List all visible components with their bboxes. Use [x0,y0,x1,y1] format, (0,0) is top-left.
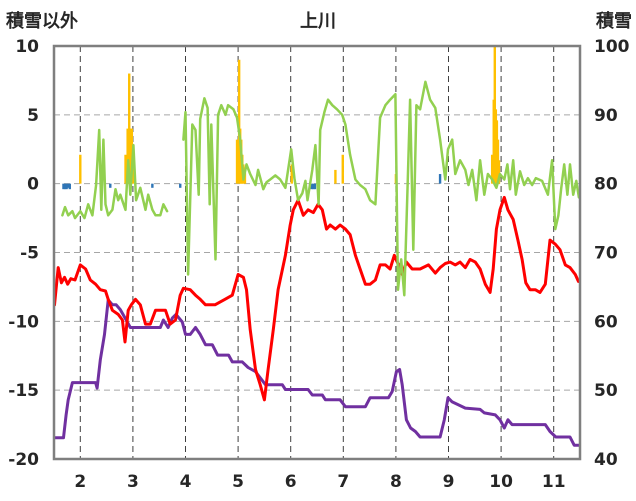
bar-series-0 [124,154,127,184]
bar-series-0 [497,160,501,184]
y2-tick-label: 50 [594,381,618,401]
line-series-3 [54,195,580,402]
x-tick-label: 10 [489,472,513,492]
bar-series-1 [179,183,182,188]
line-layer [54,80,580,447]
y-tick-label: -10 [8,312,39,332]
bar-series-0 [129,128,132,184]
y2-tick-label: 90 [594,106,618,126]
x-tick-label: 6 [285,472,297,492]
bar-series-0 [235,139,239,184]
bar-layer [62,46,501,190]
bar-series-0 [490,154,494,184]
bar-series-0 [290,164,293,184]
bar-series-1 [109,183,112,188]
x-tick-label: 3 [127,472,139,492]
bar-series-1 [63,183,67,190]
bar-series-1 [65,183,68,190]
x-tick-label: 2 [74,472,86,492]
y-tick-label: -5 [20,244,39,264]
y2-tick-label: 80 [594,175,618,195]
y-tick-label: -20 [8,450,39,470]
bar-series-0 [334,169,337,184]
y2-tick-label: 60 [594,312,618,332]
bar-series-1 [68,183,71,190]
left-axis-label: 積雪以外 [5,10,78,32]
bar-series-1 [312,183,315,190]
x-tick-label: 9 [443,472,455,492]
right-axis-label: 積雪 [595,10,632,32]
chart-title: 上川 [300,11,336,32]
y-tick-label: -15 [8,381,39,401]
y-tick-label: 0 [27,175,39,195]
y2-tick-label: 70 [594,244,618,264]
bar-series-1 [151,183,154,188]
x-tick-label: 8 [390,472,402,492]
y2-tick-label: 40 [594,450,618,470]
y-tick-label: 5 [27,106,39,126]
bar-series-0 [126,128,129,184]
bar-series-1 [62,183,65,190]
bar-series-0 [128,73,131,184]
bar-series-0 [79,154,82,184]
line-series-4 [61,80,580,297]
x-tick-label: 11 [542,472,566,492]
x-tick-label: 7 [337,472,349,492]
line-series-2 [54,298,580,447]
bar-series-0 [341,154,344,184]
bar-series-0 [237,59,241,184]
y-tick-label: 10 [15,37,39,57]
bar-series-1 [313,183,317,190]
x-tick-label: 5 [232,472,244,492]
plot-frame [52,44,582,461]
y2-tick-label: 100 [594,37,630,57]
bar-series-1 [67,183,70,188]
bar-series-1 [438,174,442,184]
grid-layer [54,46,580,459]
x-tick-label: 4 [180,472,192,492]
bar-series-1 [310,183,313,190]
